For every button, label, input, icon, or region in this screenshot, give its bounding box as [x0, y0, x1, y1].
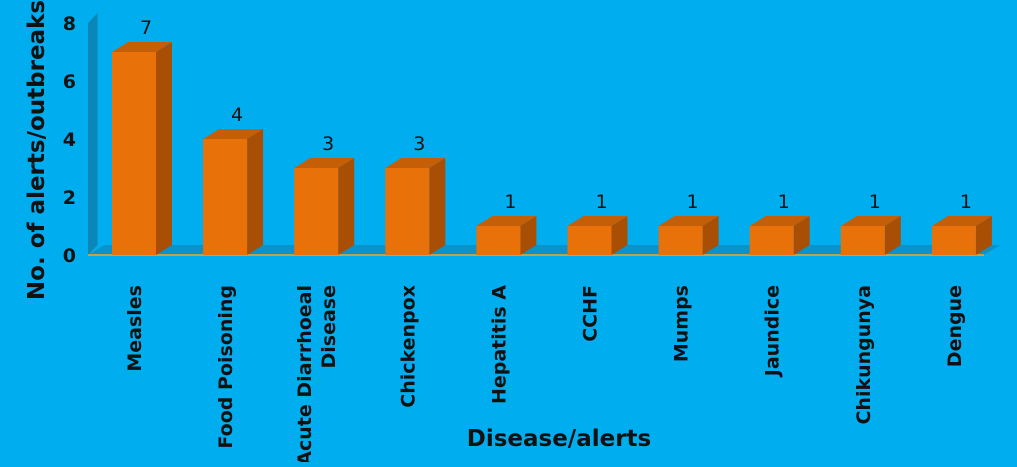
y-axis-ticks: 0 2 4 6 8	[63, 13, 76, 267]
x-category-label: Food Poisoning	[215, 285, 237, 449]
y-tick-label: 4	[63, 129, 76, 151]
bar	[931, 216, 992, 255]
bar-side	[338, 158, 355, 255]
bar-top	[294, 158, 355, 168]
bar-front	[385, 168, 430, 255]
bar	[749, 216, 810, 255]
x-category-line: Measles	[124, 285, 146, 372]
x-category-label: Chickenpox	[397, 285, 419, 408]
x-category-label: Chikungunya	[853, 285, 875, 425]
y-tick-label: 2	[63, 187, 76, 209]
x-category-line: Acute Diarrhoeal	[294, 285, 316, 462]
bar	[385, 158, 446, 255]
bar-top	[567, 216, 628, 226]
bar-front	[749, 226, 794, 255]
x-category-line: Mumps	[671, 285, 693, 362]
x-axis-title: Disease/alerts	[467, 426, 652, 452]
bar-front	[567, 226, 612, 255]
bar	[476, 216, 537, 255]
x-category-label: Measles	[124, 285, 146, 372]
bar	[840, 216, 901, 255]
x-category-line: Disease	[318, 285, 340, 369]
bar-top	[840, 216, 901, 226]
x-category-label: Acute Diarrhoeal Disease	[294, 285, 340, 462]
data-label: 3	[322, 133, 334, 155]
bar	[112, 42, 172, 255]
bar-front	[203, 139, 248, 255]
bar-side	[611, 216, 628, 255]
data-label: 4	[231, 104, 243, 126]
data-label: 1	[960, 191, 972, 213]
bar-top	[658, 216, 719, 226]
x-category-line: Jaundice	[762, 285, 784, 378]
x-category-label: Hepatitis A	[488, 285, 510, 404]
bar-top	[476, 216, 537, 226]
bar-top	[203, 129, 264, 139]
y-tick-label: 8	[63, 13, 76, 35]
bar	[203, 129, 264, 255]
x-category-line: Chickenpox	[397, 285, 419, 408]
bar-front	[112, 52, 156, 255]
data-label: 1	[595, 191, 607, 213]
bar-side	[793, 216, 810, 255]
bar-front	[840, 226, 885, 255]
bar-front	[658, 226, 703, 255]
data-labels: 7 4 3 3 1 1 1 1 1 1	[140, 17, 972, 213]
x-category-line: Chikungunya	[853, 285, 875, 425]
bar-side	[702, 216, 719, 255]
bar-top	[749, 216, 810, 226]
bar-top	[931, 216, 992, 226]
bars	[112, 42, 992, 255]
bar-side	[520, 216, 537, 255]
bar	[658, 216, 719, 255]
data-label: 1	[778, 191, 790, 213]
data-label: 1	[504, 191, 516, 213]
y-tick-label: 6	[63, 71, 76, 93]
bar	[294, 158, 355, 255]
x-category-label: CCHF	[580, 285, 602, 342]
x-category-label: Jaundice	[762, 285, 784, 378]
bar-front	[294, 168, 339, 255]
bar-side	[429, 158, 446, 255]
data-label: 7	[140, 17, 152, 39]
bar-side	[975, 216, 992, 255]
x-category-line: CCHF	[580, 285, 602, 342]
bar-side	[156, 42, 172, 255]
back-wall	[88, 13, 98, 255]
y-tick-label: 0	[63, 245, 76, 267]
data-label: 1	[687, 191, 699, 213]
x-category-label: Mumps	[671, 285, 693, 362]
bar-top	[385, 158, 446, 168]
bar-side	[884, 216, 901, 255]
bar-front	[931, 226, 976, 255]
x-axis-categories: Measles Food Poisoning Acute Diarrhoeal Dis…	[124, 285, 966, 466]
data-label: 3	[413, 133, 425, 155]
bar	[567, 216, 628, 255]
bar-side	[247, 129, 264, 255]
x-category-label: Dengue	[944, 285, 966, 367]
x-category-line: Hepatitis A	[488, 285, 510, 404]
x-category-line: Food Poisoning	[215, 285, 237, 449]
y-axis-title: No. of alerts/outbreaks	[24, 0, 50, 300]
x-category-line: Dengue	[944, 285, 966, 367]
bar-front	[476, 226, 521, 255]
data-label: 1	[869, 191, 881, 213]
bar-top	[112, 42, 172, 52]
